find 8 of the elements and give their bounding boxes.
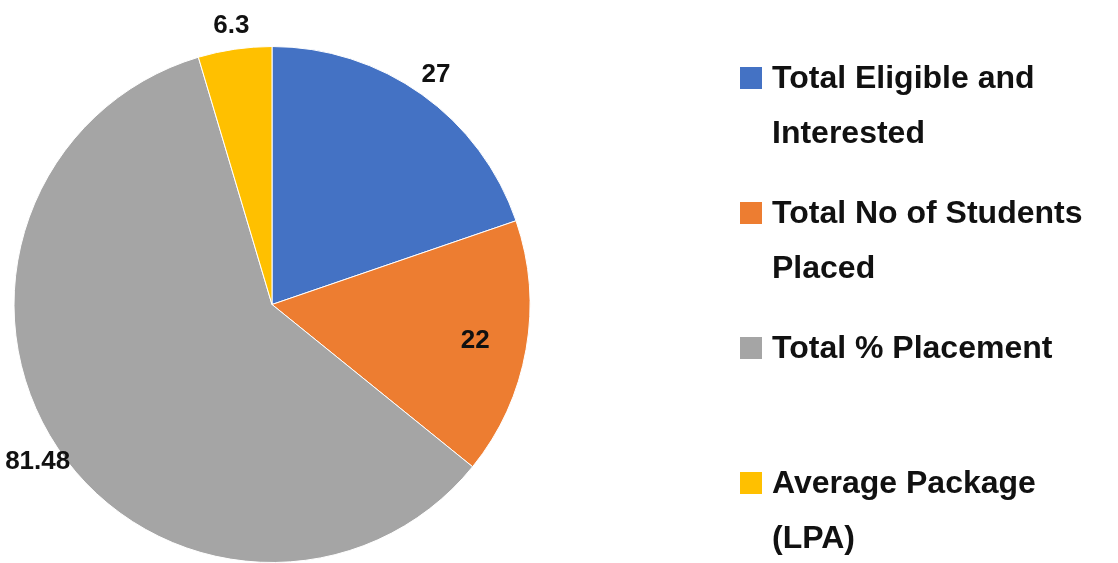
data-label: 6.3 [213, 8, 250, 39]
legend-label: Total % Placement [772, 328, 1054, 367]
data-label: 81.48 [5, 444, 71, 475]
legend-label: Total No of Students Placed [772, 193, 1084, 287]
data-label: 27 [421, 58, 451, 89]
legend-label: Total Eligible and Interested [772, 58, 1036, 152]
data-label: 22 [460, 323, 490, 354]
legend-label: Average Package (LPA) [772, 463, 1037, 557]
